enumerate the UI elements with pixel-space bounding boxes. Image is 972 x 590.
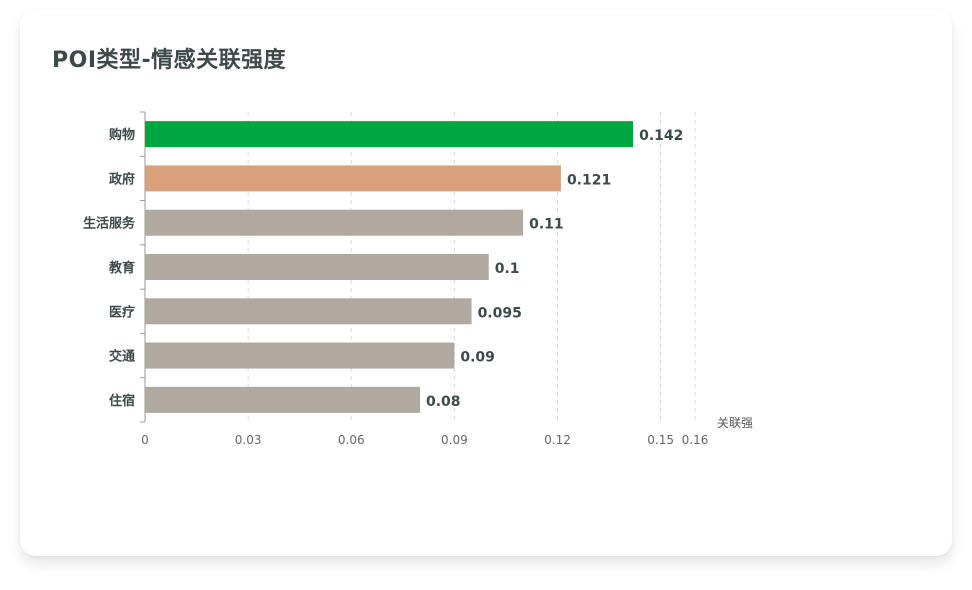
category-label: 生活服务 xyxy=(83,216,136,232)
category-label: 政府 xyxy=(109,171,135,187)
category-label: 医疗 xyxy=(109,304,135,320)
x-tick-label: 0.06 xyxy=(338,433,365,447)
bar-5 xyxy=(145,298,472,325)
chart-card: POI类型-情感关联强度 购物 0.142 政府 0.121 生活服务 0.11 教育 0.1… xyxy=(20,10,952,556)
category-label: 住宿 xyxy=(109,393,135,409)
value-label: 0.08 xyxy=(426,394,461,410)
x-tick-label: 0.15 xyxy=(647,433,674,447)
x-tick-label: 0.16 xyxy=(682,433,709,447)
category-label: 交通 xyxy=(109,349,135,365)
x-axis-label: 关联强 xyxy=(717,416,753,430)
value-label: 0.095 xyxy=(478,305,522,321)
value-label: 0.142 xyxy=(639,128,683,144)
x-tick-label: 0 xyxy=(141,433,149,447)
bar-4 xyxy=(145,254,489,280)
chart-title: POI类型-情感关联强度 xyxy=(52,48,287,73)
x-tick-label: 0.09 xyxy=(441,433,468,447)
category-label: 教育 xyxy=(108,260,135,276)
value-label: 0.11 xyxy=(529,217,564,233)
bar-7 xyxy=(145,386,420,413)
x-tick-label: 0.03 xyxy=(235,433,262,447)
value-label: 0.121 xyxy=(567,172,611,188)
bar-2 xyxy=(145,165,561,192)
value-label: 0.1 xyxy=(495,261,520,277)
bar-chart: 购物 0.142 政府 0.121 生活服务 0.11 教育 0.1 医疗 0.095 交通 0.09… xyxy=(83,111,753,447)
bar-1 xyxy=(145,121,634,148)
bar-6 xyxy=(145,342,455,369)
category-label: 购物 xyxy=(109,127,135,143)
x-tick-label: 0.12 xyxy=(544,433,571,447)
value-label: 0.09 xyxy=(460,350,495,366)
bar-3 xyxy=(145,209,524,236)
